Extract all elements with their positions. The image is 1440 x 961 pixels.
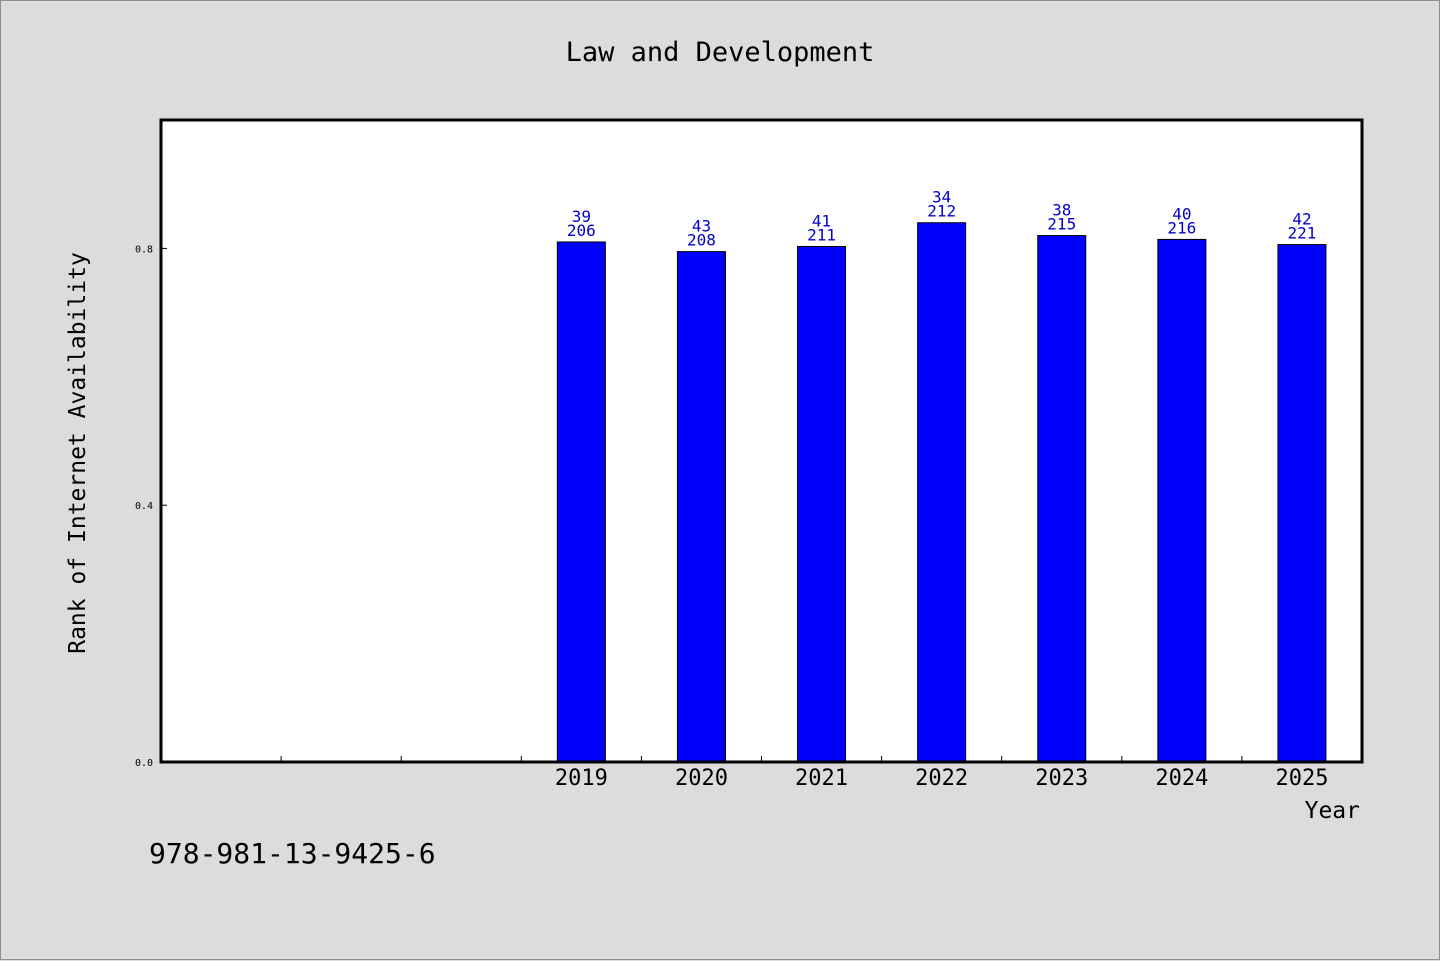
x-tick-label: 2022	[915, 766, 968, 791]
x-tick-label: 2020	[675, 766, 728, 791]
y-tick-label: 0.8	[135, 244, 153, 255]
x-tick-label: 2023	[1035, 766, 1088, 791]
x-tick-labels: 2019 2020 2021 2022 2023 2024 2025	[555, 766, 1329, 791]
data-label-top: 39	[572, 207, 591, 226]
bar	[1277, 244, 1327, 763]
x-tick-label: 2024	[1155, 766, 1208, 791]
y-tick-labels: 0.0 0.4 0.8	[135, 244, 153, 769]
data-label-top: 38	[1052, 201, 1071, 220]
data-label-bottom: 216	[1167, 218, 1196, 237]
data-label-bottom: 208	[687, 231, 716, 250]
data-label-top: 40	[1172, 204, 1191, 223]
data-label-top: 42	[1292, 210, 1311, 229]
data-label-top: 34	[932, 188, 951, 207]
y-tick-label: 0.4	[135, 501, 153, 512]
data-label-bottom: 211	[807, 225, 836, 244]
bar	[676, 251, 726, 763]
bar	[1037, 235, 1087, 763]
chart-title: Law and Development	[566, 37, 875, 68]
bar	[797, 245, 847, 763]
x-tick-label: 2019	[555, 766, 608, 791]
bar	[917, 222, 967, 763]
bars	[556, 222, 1327, 763]
x-tick-label: 2021	[795, 766, 848, 791]
bar	[1157, 238, 1207, 763]
bar	[556, 241, 606, 763]
plot-border	[159, 118, 1364, 764]
isbn-text: 978-981-13-9425-6	[149, 837, 436, 870]
data-label-bottom: 215	[1047, 215, 1076, 234]
data-label-top: 43	[692, 217, 711, 236]
y-tick-label: 0.0	[135, 758, 153, 769]
data-label-top: 41	[812, 211, 831, 230]
y-axis-label: Rank of Internet Availability	[65, 252, 91, 654]
x-tick-label: 2025	[1275, 766, 1328, 791]
data-label-bottom: 212	[927, 202, 956, 221]
x-axis-label: Year	[1305, 798, 1360, 824]
data-label-bottom: 206	[567, 221, 596, 240]
data-label-bottom: 221	[1287, 224, 1316, 243]
